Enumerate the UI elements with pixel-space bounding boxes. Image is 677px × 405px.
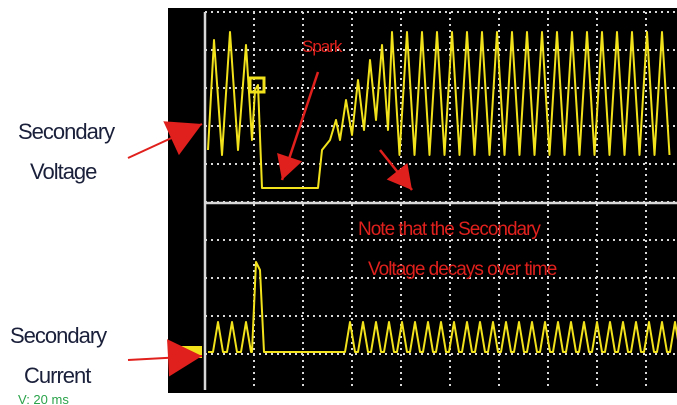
spark-label: Spark (302, 37, 342, 56)
graticule-grid (203, 11, 677, 390)
firing-marker (248, 76, 266, 94)
secondary-current-label-line2: Current (24, 363, 91, 388)
note-label-line2: Voltage decays over time (368, 259, 557, 280)
voltage-arrow (163, 121, 202, 156)
secondary-voltage-label-line2: Voltage (30, 159, 97, 184)
secondary-voltage-trace (207, 31, 671, 189)
current-arrow (167, 339, 202, 377)
decay-arrow (386, 163, 412, 190)
scale-readout: V: 20 ms (18, 392, 69, 405)
secondary-current-label-line1: Secondary (10, 323, 107, 348)
secondary-voltage-label-line1: Secondary (18, 119, 115, 144)
secondary-current-trace (208, 261, 677, 353)
spark-arrow (277, 153, 303, 180)
note-label-line1: Note that the Secondary (358, 219, 541, 240)
